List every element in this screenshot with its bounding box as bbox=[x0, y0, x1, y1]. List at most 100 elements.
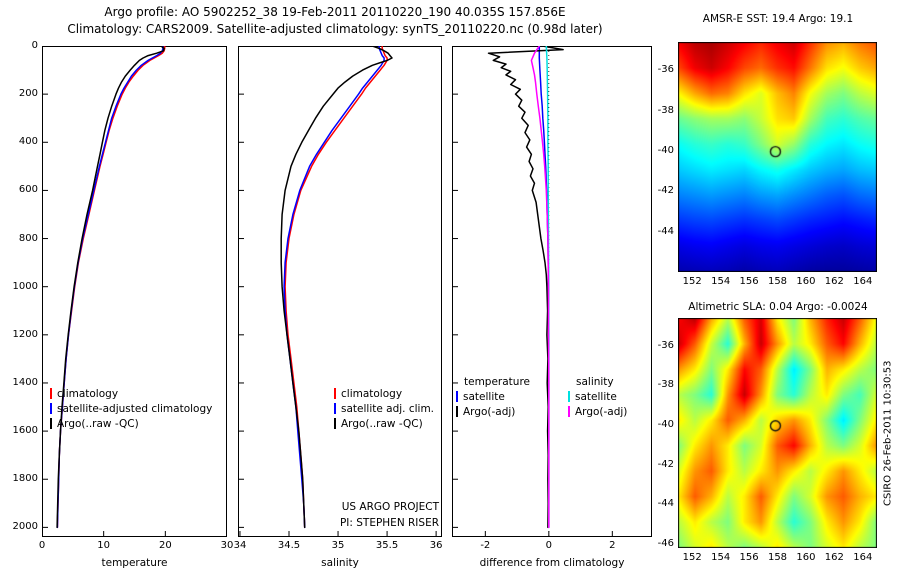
tick-label: 34.5 bbox=[277, 540, 301, 551]
sst-map bbox=[678, 42, 877, 272]
tick-label: 164 bbox=[853, 552, 873, 563]
tick-label: 156 bbox=[739, 552, 759, 563]
difference-legend-salinity: salinity satellite Argo(-adj) bbox=[568, 376, 627, 417]
legend-item: Argo(-adj) bbox=[456, 406, 530, 417]
legend-line-sample bbox=[456, 406, 458, 417]
salinity-profile-plot bbox=[238, 46, 442, 537]
legend-line-sample bbox=[456, 391, 458, 402]
tick-label: 200 bbox=[18, 88, 38, 100]
difference-axis-label: difference from climatology bbox=[479, 557, 625, 569]
tick-label: 0 bbox=[38, 540, 46, 551]
tick-label: -42 bbox=[657, 458, 674, 470]
legend-line-sample bbox=[50, 388, 52, 399]
legend-label: Argo(-adj) bbox=[463, 405, 516, 418]
tick-label: 30 bbox=[220, 540, 234, 551]
tick-label: 160 bbox=[796, 276, 816, 287]
tick-label: 600 bbox=[18, 184, 38, 196]
tick-label: -44 bbox=[657, 225, 674, 237]
salinity-legend: climatology satellite adj. clim. Argo(..… bbox=[334, 388, 440, 429]
tick-label: -40 bbox=[657, 419, 674, 431]
legend-label: Argo(..raw -QC) bbox=[341, 417, 423, 430]
tick-label: 160 bbox=[796, 552, 816, 563]
tick-label: 35.5 bbox=[375, 540, 399, 551]
tick-label: 34 bbox=[233, 540, 247, 551]
legend-label: satellite-adjusted climatology bbox=[57, 402, 213, 415]
tick-label: 1800 bbox=[12, 473, 38, 485]
tick-label: 164 bbox=[853, 276, 873, 287]
figure-title-line1: Argo profile: AO 5902252_38 19-Feb-2011 … bbox=[104, 5, 566, 19]
tick-label: 162 bbox=[824, 276, 844, 287]
tick-label: 1000 bbox=[12, 280, 38, 292]
tick-label: -2 bbox=[480, 540, 491, 551]
tick-label: 158 bbox=[767, 276, 788, 287]
legend-item: Argo(..raw -QC) bbox=[50, 418, 225, 429]
legend-label: satellite bbox=[575, 390, 617, 403]
figure-title-line2: Climatology: CARS2009. Satellite-adjuste… bbox=[67, 22, 603, 36]
legend-line-sample bbox=[334, 418, 336, 429]
sla-map bbox=[678, 318, 877, 548]
legend-header-label: temperature bbox=[464, 376, 530, 388]
tick-label: 400 bbox=[18, 136, 38, 148]
legend-header: temperature bbox=[456, 376, 530, 388]
difference-panel: temperature satellite Argo(-adj) salinit… bbox=[452, 46, 652, 537]
salinity-axis-label: salinity bbox=[321, 557, 359, 569]
legend-header: salinity bbox=[568, 376, 627, 388]
legend-item: satellite adj. clim. bbox=[334, 402, 440, 415]
legend-line-sample bbox=[568, 391, 570, 402]
tick-label: 20 bbox=[158, 540, 172, 551]
sla-map-title: Altimetric SLA: 0.04 Argo: -0.0024 bbox=[688, 301, 868, 313]
tick-label: 2000 bbox=[12, 521, 38, 533]
tick-label: 152 bbox=[682, 276, 702, 287]
legend-item: Argo(..raw -QC) bbox=[334, 418, 440, 429]
tick-label: 154 bbox=[711, 276, 731, 287]
legend-label: satellite adj. clim. bbox=[341, 402, 435, 415]
tick-label: 152 bbox=[682, 552, 702, 563]
difference-plot bbox=[452, 46, 652, 537]
tick-label: -40 bbox=[657, 144, 674, 156]
legend-label: Argo(-adj) bbox=[575, 405, 628, 418]
temperature-profile-panel: climatology satellite-adjusted climatolo… bbox=[42, 46, 227, 537]
us-argo-project-note: US ARGO PROJECT PI: STEPHEN RISER bbox=[340, 499, 439, 531]
tick-label: -36 bbox=[657, 339, 674, 351]
note-line: US ARGO PROJECT bbox=[341, 501, 439, 513]
legend-label: climatology bbox=[341, 388, 403, 400]
tick-label: -42 bbox=[657, 185, 674, 197]
tick-label: 0 bbox=[545, 540, 552, 551]
tick-label: 1600 bbox=[12, 425, 38, 437]
tick-label: -36 bbox=[657, 64, 674, 76]
legend-label: climatology bbox=[57, 388, 119, 400]
legend-item: climatology bbox=[50, 388, 225, 400]
legend-label: satellite bbox=[463, 390, 505, 403]
tick-label: -44 bbox=[657, 498, 674, 510]
tick-label: -46 bbox=[657, 538, 674, 550]
legend-line-sample bbox=[334, 403, 336, 414]
legend-item: climatology bbox=[334, 388, 440, 400]
legend-item: Argo(-adj) bbox=[568, 406, 627, 417]
legend-line-sample bbox=[568, 406, 570, 417]
temperature-legend: climatology satellite-adjusted climatolo… bbox=[50, 388, 225, 429]
tick-label: 0 bbox=[31, 40, 38, 51]
tick-label: 1400 bbox=[12, 376, 38, 388]
temperature-axis-label: temperature bbox=[101, 557, 168, 569]
tick-label: 154 bbox=[711, 552, 731, 563]
tick-label: 800 bbox=[18, 232, 38, 244]
note-line: PI: STEPHEN RISER bbox=[339, 517, 439, 529]
legend-item: satellite bbox=[456, 390, 530, 403]
tick-label: -38 bbox=[657, 379, 674, 391]
salinity-profile-panel: climatology satellite adj. clim. Argo(..… bbox=[238, 46, 442, 537]
legend-line-sample bbox=[50, 418, 52, 429]
difference-legend-temperature: temperature satellite Argo(-adj) bbox=[456, 376, 530, 417]
sst-map-title: AMSR-E SST: 19.4 Argo: 19.1 bbox=[702, 13, 854, 25]
csiro-timestamp: CSIRO 26-Feb-2011 10:30:53 bbox=[882, 360, 894, 506]
tick-label: 36 bbox=[429, 540, 443, 551]
legend-label: Argo(..raw -QC) bbox=[57, 417, 139, 430]
tick-label: 158 bbox=[767, 552, 788, 563]
tick-label: -38 bbox=[657, 104, 674, 116]
tick-label: 162 bbox=[824, 552, 844, 563]
legend-header-label: salinity bbox=[576, 376, 614, 388]
tick-label: 156 bbox=[739, 276, 759, 287]
tick-label: 35 bbox=[331, 540, 345, 551]
legend-item: satellite-adjusted climatology bbox=[50, 402, 225, 415]
temperature-profile-plot bbox=[42, 46, 227, 537]
